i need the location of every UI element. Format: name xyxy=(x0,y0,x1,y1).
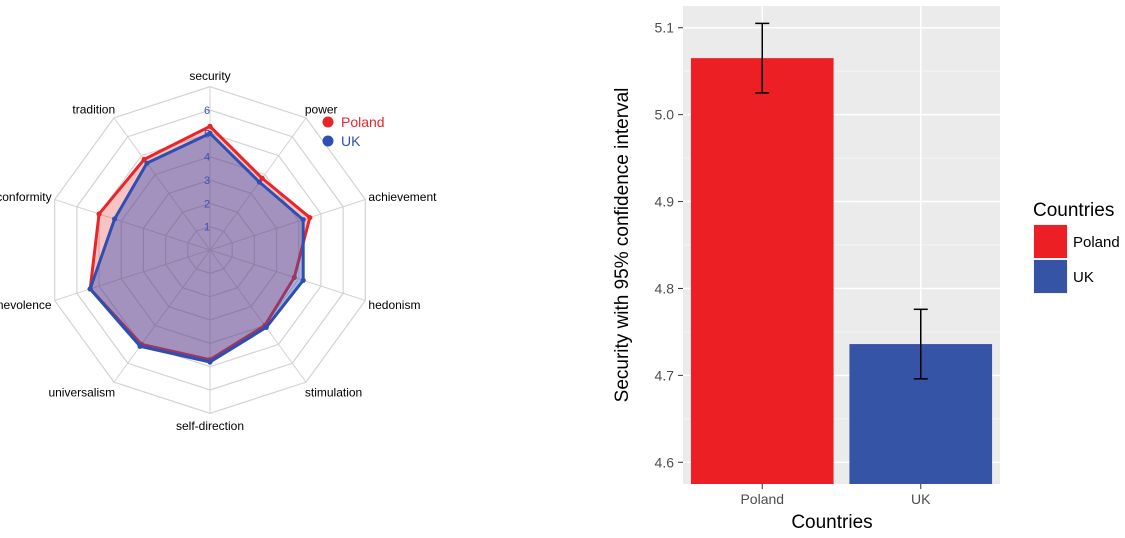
y-tick-label: 4.7 xyxy=(655,367,675,383)
y-axis-title: Security with 95% confidence interval xyxy=(612,88,633,403)
radar-point-uk xyxy=(207,359,213,365)
radar-axis-label: universalism xyxy=(48,386,115,400)
radar-legend-label: Poland xyxy=(341,114,385,130)
radar-point-uk xyxy=(300,277,306,283)
radar-tick-label: 2 xyxy=(204,198,210,210)
radar-axis-label: achievement xyxy=(368,190,437,204)
radar-point-poland xyxy=(259,175,265,181)
radar-spoke xyxy=(209,249,366,301)
error-bar xyxy=(913,308,928,380)
error-bar xyxy=(755,22,770,94)
radar-axis-label: self-direction xyxy=(176,419,244,433)
x-tick-label: Poland xyxy=(740,491,784,507)
radar-chart: 1 2 3 4 5 6 security power achievement hedonism st… xyxy=(0,69,437,433)
radar-tick-label: 5 xyxy=(204,128,210,140)
radar-point-poland xyxy=(141,156,147,162)
radar-axis-label: power xyxy=(305,102,338,116)
y-axis-ticks: 4.6 4.7 4.8 4.9 5.0 5.1 xyxy=(655,20,683,470)
radar-point-poland xyxy=(96,211,102,217)
bars xyxy=(690,58,993,485)
y-tick-label: 5.1 xyxy=(655,20,675,36)
radar-axis-label: benevolence xyxy=(0,298,52,312)
radar-legend-marker xyxy=(322,135,334,147)
radar-spoke xyxy=(54,199,211,251)
legend-swatch-poland xyxy=(1034,225,1067,258)
radar-point-poland xyxy=(291,274,297,280)
radar-axis-label: stimulation xyxy=(305,386,362,400)
legend-title: Countries xyxy=(1033,200,1114,221)
radar-spoke xyxy=(209,199,366,251)
radar-tick-label: 6 xyxy=(204,105,210,117)
bar-poland xyxy=(690,58,834,485)
bar-chart: 4.6 4.7 4.8 4.9 5.0 5.1 Poland UK Countries Se… xyxy=(612,6,1120,533)
radar-point-uk xyxy=(207,130,213,136)
legend: Countries Poland UK xyxy=(1033,200,1120,294)
radar-point-uk xyxy=(137,343,143,349)
legend-label: UK xyxy=(1073,269,1094,286)
radar-tick-label: 1 xyxy=(204,222,210,234)
legend-swatch-uk xyxy=(1034,260,1067,293)
radar-spoke xyxy=(113,249,211,383)
radar-point-poland xyxy=(207,123,213,129)
radar-legend-marker xyxy=(322,116,334,128)
x-tick-label: UK xyxy=(911,491,931,507)
radar-point-uk xyxy=(300,217,306,223)
radar-tick-label: 4 xyxy=(204,152,210,164)
radar-point-poland xyxy=(307,214,313,221)
radar-point-uk xyxy=(87,286,93,292)
error-bars xyxy=(755,22,928,380)
radar-spoke xyxy=(113,117,211,251)
radar-spoke xyxy=(209,249,307,383)
radar-legend-label: UK xyxy=(341,133,361,149)
radar-axis-label: tradition xyxy=(72,102,115,116)
radar-axis-label: hedonism xyxy=(368,298,420,312)
radar-point-uk xyxy=(263,324,269,330)
radar-point-uk xyxy=(144,160,150,166)
radar-spoke xyxy=(54,249,211,301)
y-tick-label: 4.9 xyxy=(655,194,675,210)
x-axis-ticks: Poland UK xyxy=(740,484,931,507)
legend-label: Poland xyxy=(1073,234,1120,251)
x-axis-title: Countries xyxy=(791,512,872,533)
y-tick-label: 5.0 xyxy=(655,107,675,123)
radar-point-uk xyxy=(256,179,262,185)
radar-axis-label: security xyxy=(189,69,230,83)
y-tick-label: 4.6 xyxy=(655,454,675,470)
y-tick-label: 4.8 xyxy=(655,280,675,296)
radar-point-uk xyxy=(111,216,118,222)
radar-tick-label: 3 xyxy=(204,175,210,187)
radar-axis-label: conformity xyxy=(0,190,52,204)
